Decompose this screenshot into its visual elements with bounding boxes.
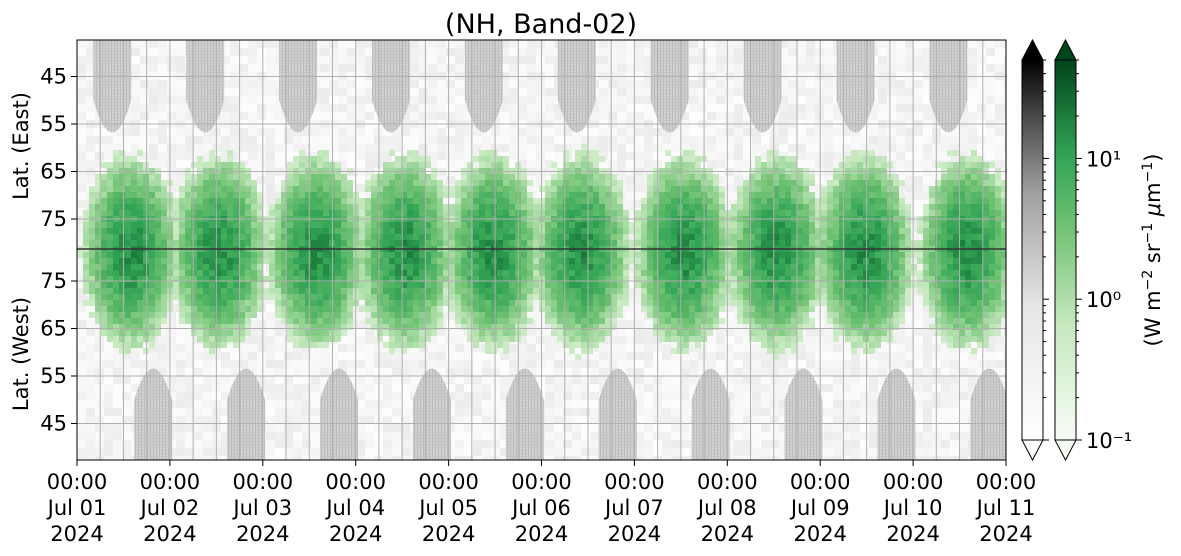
x-tick-label: 00:00 [883,470,944,494]
colorbar-greys-extend-min [1021,439,1044,462]
x-tick-label: Jul 03 [231,496,292,520]
x-tick-label: 2024 [886,522,939,546]
x-tick-label: Jul 09 [789,496,850,520]
x-tick-label: 2024 [515,522,568,546]
x-tick-label: 2024 [701,522,754,546]
x-tick-label: Jul 06 [510,496,571,520]
x-tick-label: 00:00 [697,470,758,494]
colorbar-greens-extend-min [1054,439,1077,462]
x-tick-label: 2024 [793,522,846,546]
y-tick-west: 75 [40,269,67,293]
no-data-region-west [691,368,730,460]
x-tick-label: Jul 02 [139,496,200,520]
no-data-region-east [836,40,875,133]
chart-title: (NH, Band-02) [445,9,637,40]
x-tick-label: 00:00 [233,470,294,494]
no-data-region-east [743,40,782,133]
no-data-region-west [134,368,173,460]
y-tick-east: 65 [40,160,67,184]
x-tick-label: Jul 10 [882,496,943,520]
plot-area [76,39,1007,461]
x-tick-label: 2024 [143,522,196,546]
x-tick-label: 00:00 [511,470,572,494]
colorbar-greens [1054,59,1077,441]
y-tick-east: 75 [40,207,67,231]
no-data-region-west [319,368,358,460]
x-tick-label: 2024 [422,522,475,546]
no-data-region-east [93,40,132,133]
y-tick-west: 55 [40,364,67,388]
x-tick-label: Jul 04 [324,496,385,520]
no-data-region-east [464,40,503,133]
x-tick-label: 2024 [329,522,382,546]
x-tick-label: 00:00 [976,470,1037,494]
no-data-region-east [557,40,596,133]
x-tick-label: 2024 [979,522,1032,546]
x-tick-label: Jul 08 [696,496,757,520]
y-tick-west: 65 [40,317,67,341]
x-tick-label: Jul 01 [46,496,107,520]
colorbar-tick-label: 10⁻¹ [1086,429,1132,453]
no-data-region-west [784,368,823,460]
no-data-region-east [929,40,968,133]
y-tick-east: 55 [40,112,67,136]
colorbar-greys [1021,59,1044,441]
no-data-region-west [412,368,451,460]
x-tick-label: 2024 [50,522,103,546]
x-tick-label: Jul 05 [417,496,478,520]
no-data-region-east [279,40,318,133]
x-tick-label: 00:00 [47,470,108,494]
x-tick-label: Jul 07 [603,496,664,520]
y-tick-east: 45 [40,65,67,89]
x-tick-label: 00:00 [604,470,665,494]
y-tick-west: 45 [40,412,67,436]
colorbar-greys-extend-max [1021,38,1044,61]
no-data-region-west [227,368,266,460]
no-data-region-west [877,368,916,460]
y-axis-label-east: Lat. (East) [9,92,33,200]
colorbar-tick-label: 10¹ [1086,147,1121,171]
no-data-region-east [372,40,411,133]
colorbar-label: (W m−2 sr−1 μm−1) [1140,154,1165,347]
x-tick-label: 00:00 [325,470,386,494]
x-tick-label: 2024 [236,522,289,546]
x-tick-label: 00:00 [418,470,479,494]
x-tick-label: Jul 11 [975,496,1036,520]
no-data-region-east [650,40,689,133]
x-tick-label: 2024 [608,522,661,546]
colorbars: 10⁻¹ 10⁰ 10¹ (W m−2 sr−1 μm−1) [1021,38,1165,462]
colorbar-greens-extend-max [1054,38,1077,61]
colorbar-tick-label: 10⁰ [1086,288,1121,312]
x-tick-label: 00:00 [790,470,851,494]
y-axis-label-west: Lat. (West) [9,297,33,411]
no-data-region-west [505,368,544,460]
no-data-region-west [598,368,637,460]
x-tick-label: 00:00 [140,470,201,494]
no-data-region-east [186,40,225,133]
no-data-region-west [970,368,1006,460]
